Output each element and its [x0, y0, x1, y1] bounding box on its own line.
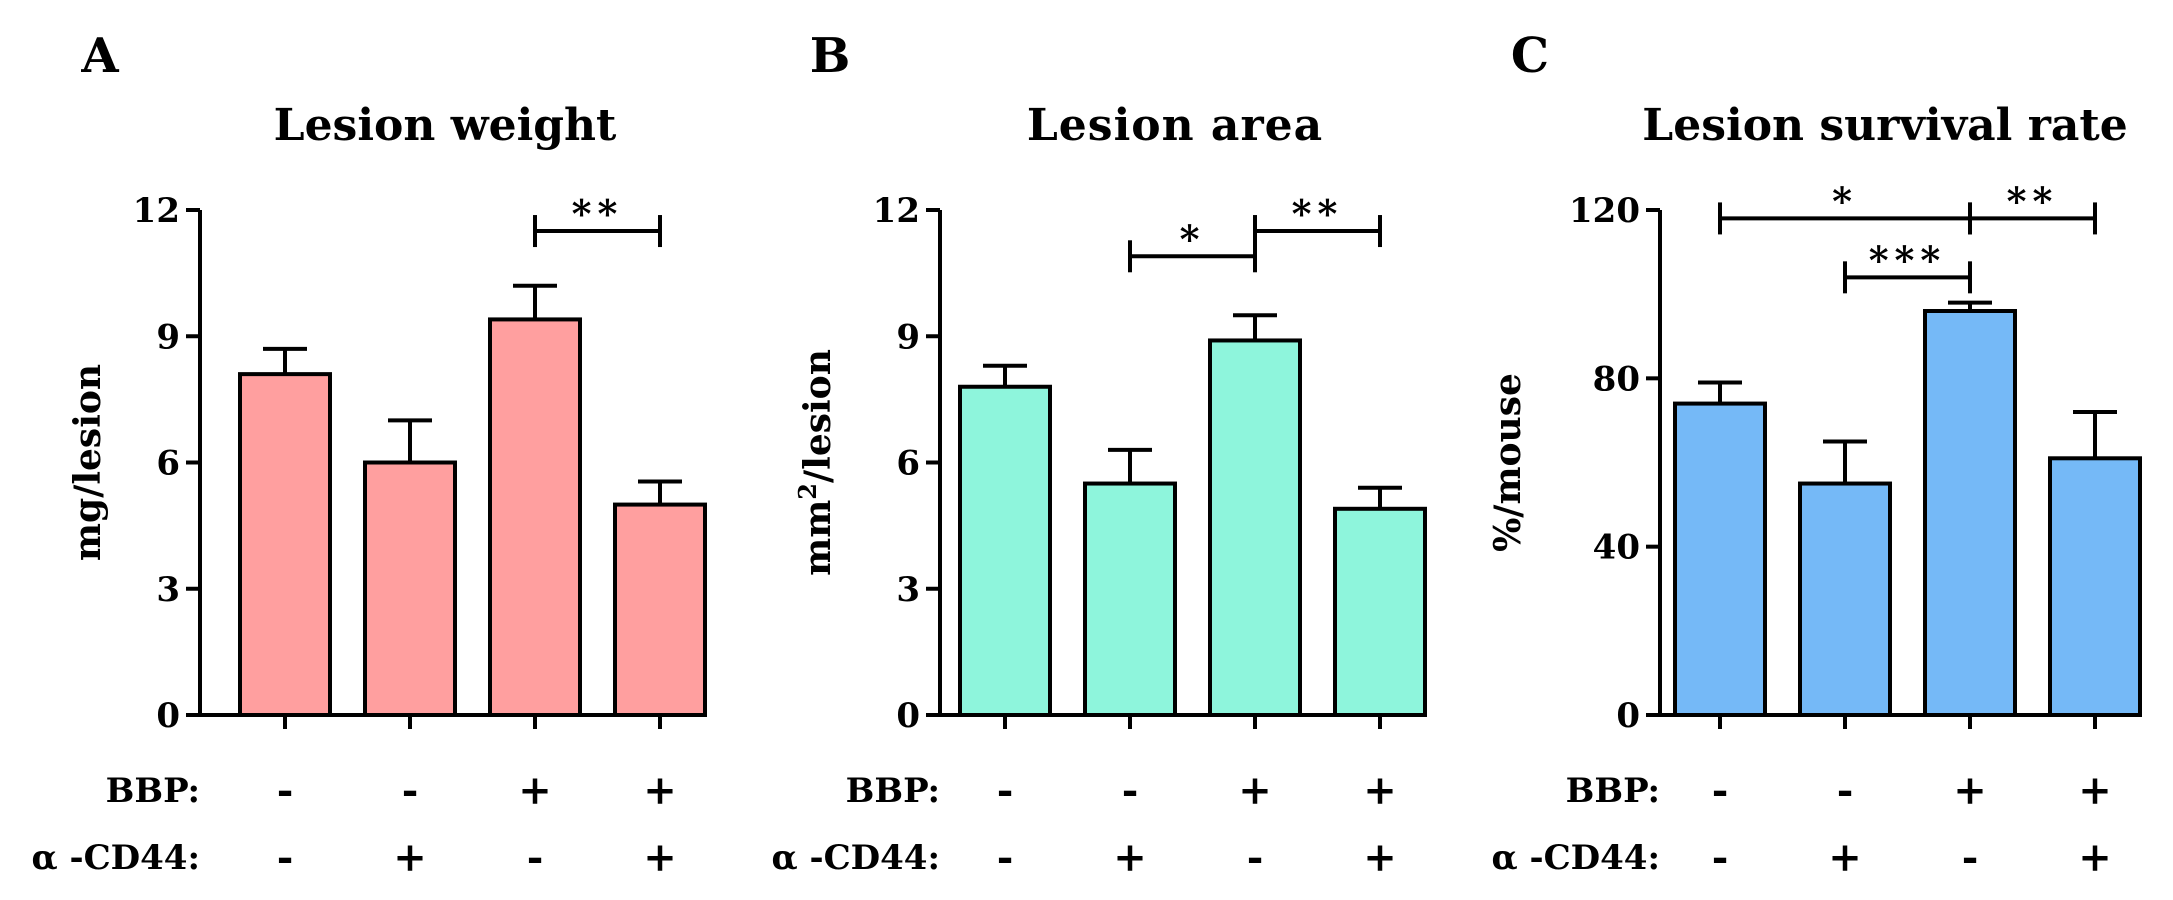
significance-label: * [1832, 178, 1858, 223]
condition-sign-cd44: + [1113, 834, 1147, 881]
panel-label: C [1511, 28, 1549, 84]
condition-sign-cd44: - [1247, 834, 1264, 881]
condition-label-bbp: BBP: [1566, 771, 1660, 811]
condition-sign-bbp: - [402, 767, 419, 814]
condition-label-cd44: α -CD44: [771, 838, 940, 878]
bar [2048, 456, 2142, 717]
y-axis-label: mg/lesion [67, 364, 109, 561]
y-axis-label: mm2/lesion [793, 349, 840, 576]
bar [1083, 481, 1177, 717]
condition-sign-bbp: - [1837, 767, 1854, 814]
bar [613, 502, 707, 718]
condition-label-bbp: BBP: [106, 771, 200, 811]
condition-sign-bbp: + [2078, 767, 2112, 814]
y-tick-label: 0 [1616, 696, 1640, 736]
condition-sign-cd44: + [1828, 834, 1862, 881]
bar [1923, 309, 2017, 717]
significance-label: *** [1869, 237, 1947, 282]
bar [363, 460, 457, 717]
condition-sign-bbp: - [1122, 767, 1139, 814]
bar [1673, 401, 1767, 717]
chart-panel-a: A Lesion weight 0 3 6 9 12 mg/lesion ** BBP: α -CD… [31, 28, 707, 881]
panel-label: A [80, 28, 119, 84]
condition-sign-cd44: - [997, 834, 1014, 881]
significance-label: * [1180, 216, 1206, 261]
condition-sign-bbp: - [997, 767, 1014, 814]
panel-label: B [810, 28, 851, 84]
y-axis-label: %/mouse [1487, 373, 1529, 552]
y-tick-label: 3 [156, 570, 180, 610]
y-tick-label: 3 [896, 570, 920, 610]
y-tick-label: 0 [896, 696, 920, 736]
y-tick-label: 6 [156, 444, 180, 484]
condition-sign-cd44: - [277, 834, 294, 881]
condition-sign-bbp: + [518, 767, 552, 814]
condition-sign-bbp: - [277, 767, 294, 814]
condition-sign-bbp: - [1712, 767, 1729, 814]
y-tick-label: 0 [156, 696, 180, 736]
condition-sign-cd44: + [393, 834, 427, 881]
bar [1208, 338, 1302, 717]
condition-sign-cd44: - [1712, 834, 1729, 881]
y-tick-label: 9 [156, 317, 180, 357]
condition-sign-cd44: - [527, 834, 544, 881]
condition-label-bbp: BBP: [846, 771, 940, 811]
bar [488, 317, 582, 717]
condition-sign-cd44: - [1962, 834, 1979, 881]
significance-label: ** [1292, 191, 1344, 236]
condition-sign-cd44: + [2078, 834, 2112, 881]
chart-title: Lesion weight [274, 100, 617, 151]
significance-label: ** [572, 191, 624, 236]
condition-sign-bbp: + [1363, 767, 1397, 814]
chart-title: Lesion survival rate [1642, 100, 2127, 151]
condition-label-cd44: α -CD44: [1491, 838, 1660, 878]
significance-label: ** [2007, 178, 2059, 223]
bar [958, 384, 1052, 717]
y-tick-label: 80 [1593, 359, 1640, 399]
condition-sign-cd44: + [643, 834, 677, 881]
y-tick-label: 12 [133, 191, 180, 231]
bar [1333, 506, 1427, 717]
condition-label-cd44: α -CD44: [31, 838, 200, 878]
condition-sign-bbp: + [1238, 767, 1272, 814]
y-tick-label: 9 [896, 317, 920, 357]
y-tick-label: 120 [1569, 191, 1640, 231]
y-tick-label: 40 [1593, 528, 1640, 568]
condition-sign-bbp: + [643, 767, 677, 814]
y-tick-label: 12 [873, 191, 920, 231]
y-tick-label: 6 [896, 444, 920, 484]
chart-title: Lesion area [1027, 100, 1323, 151]
bar [238, 372, 332, 717]
bar [1798, 481, 1892, 717]
condition-sign-bbp: + [1953, 767, 1987, 814]
condition-sign-cd44: + [1363, 834, 1397, 881]
